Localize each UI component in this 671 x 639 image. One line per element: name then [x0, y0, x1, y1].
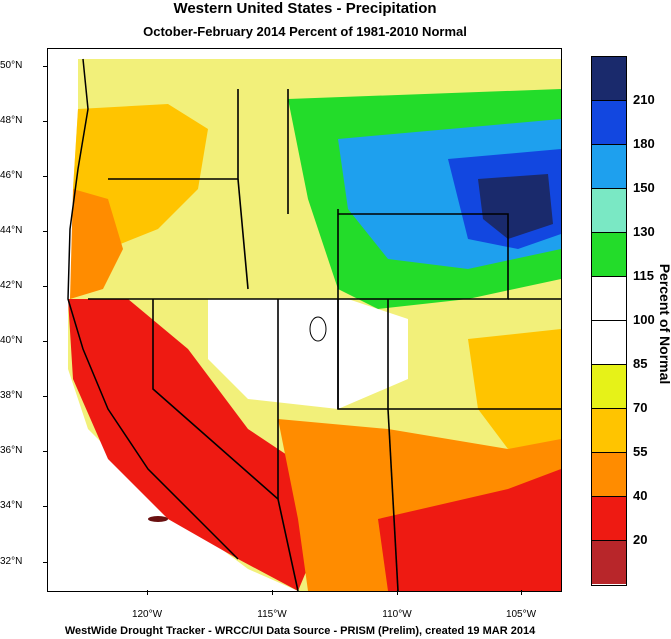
lat-tick [43, 562, 48, 563]
legend-level-20: 20 [633, 532, 648, 547]
lat-tick [43, 506, 48, 507]
color-bar-segment [592, 453, 626, 497]
region-new-mexico-red [378, 469, 561, 591]
lat-tick [43, 121, 48, 122]
lat-label-46n: 46°N [0, 170, 23, 181]
lat-tick [43, 66, 48, 67]
lat-label-48n: 48°N [0, 115, 23, 126]
lon-label-115w: 115°W [257, 609, 287, 620]
color-bar-segment [592, 233, 626, 277]
lat-tick [43, 176, 48, 177]
color-bar-segment [592, 409, 626, 453]
lat-tick [43, 396, 48, 397]
legend-level-150: 150 [633, 180, 655, 195]
lat-label-34n: 34°N [0, 500, 23, 511]
lon-tick [147, 590, 148, 595]
lon-tick [272, 590, 273, 595]
region-great-basin [208, 299, 408, 409]
map-title: Western United States - Precipitation [173, 0, 437, 17]
legend-level-70: 70 [633, 400, 648, 415]
map-canvas [48, 49, 561, 591]
legend-level-210: 210 [633, 92, 655, 107]
legend-title: Percent of Normal [657, 263, 671, 385]
pacific-coastline [67, 58, 239, 560]
lat-label-44n: 44°N [0, 225, 23, 236]
color-bar-segment [592, 189, 626, 233]
color-bar-segment [592, 277, 626, 321]
color-bar-segment [592, 145, 626, 189]
region-wyoming-darkest [478, 174, 553, 239]
lat-label-40n: 40°N [0, 335, 23, 346]
color-bar-segment [592, 497, 626, 541]
legend-level-55: 55 [633, 444, 648, 459]
footer-credit: WestWide Drought Tracker - WRCC/UI Data … [64, 625, 536, 637]
lon-label-105w: 105°W [505, 609, 537, 620]
color-bar-segment [592, 101, 626, 145]
lon-tick [521, 590, 522, 595]
lat-label-32n: 32°N [0, 556, 23, 567]
state-boundaries [88, 89, 561, 591]
region-oregon-coast [70, 189, 123, 299]
lon-label-120w: 120°W [131, 609, 163, 620]
color-bar-segment [592, 57, 626, 101]
map-subtitle: October-February 2014 Percent of 1981-20… [143, 24, 467, 39]
lat-label-50n: 50°N [0, 60, 23, 71]
channel-islands [148, 516, 168, 522]
great-salt-lake [309, 316, 327, 342]
region-california-dry [68, 299, 328, 591]
color-bar-segment [592, 321, 626, 365]
lat-tick [43, 451, 48, 452]
legend-level-130: 130 [633, 224, 655, 239]
lat-label-38n: 38°N [0, 390, 23, 401]
legend-level-85: 85 [633, 356, 648, 371]
legend-level-100: 100 [633, 312, 655, 327]
lat-label-42n: 42°N [0, 280, 23, 291]
lat-tick [43, 231, 48, 232]
lat-tick [43, 341, 48, 342]
legend-level-115: 115 [633, 268, 654, 283]
lon-label-110w: 110°W [382, 609, 412, 620]
lat-label-36n: 36°N [0, 445, 23, 456]
region-colorado-plains [468, 329, 561, 449]
precipitation-map [47, 48, 562, 592]
legend-level-180: 180 [633, 136, 655, 151]
color-bar [591, 56, 627, 586]
lon-tick [397, 590, 398, 595]
color-bar-segment [592, 541, 626, 584]
legend-level-40: 40 [633, 488, 648, 503]
lat-tick [43, 286, 48, 287]
color-bar-segment [592, 365, 626, 409]
